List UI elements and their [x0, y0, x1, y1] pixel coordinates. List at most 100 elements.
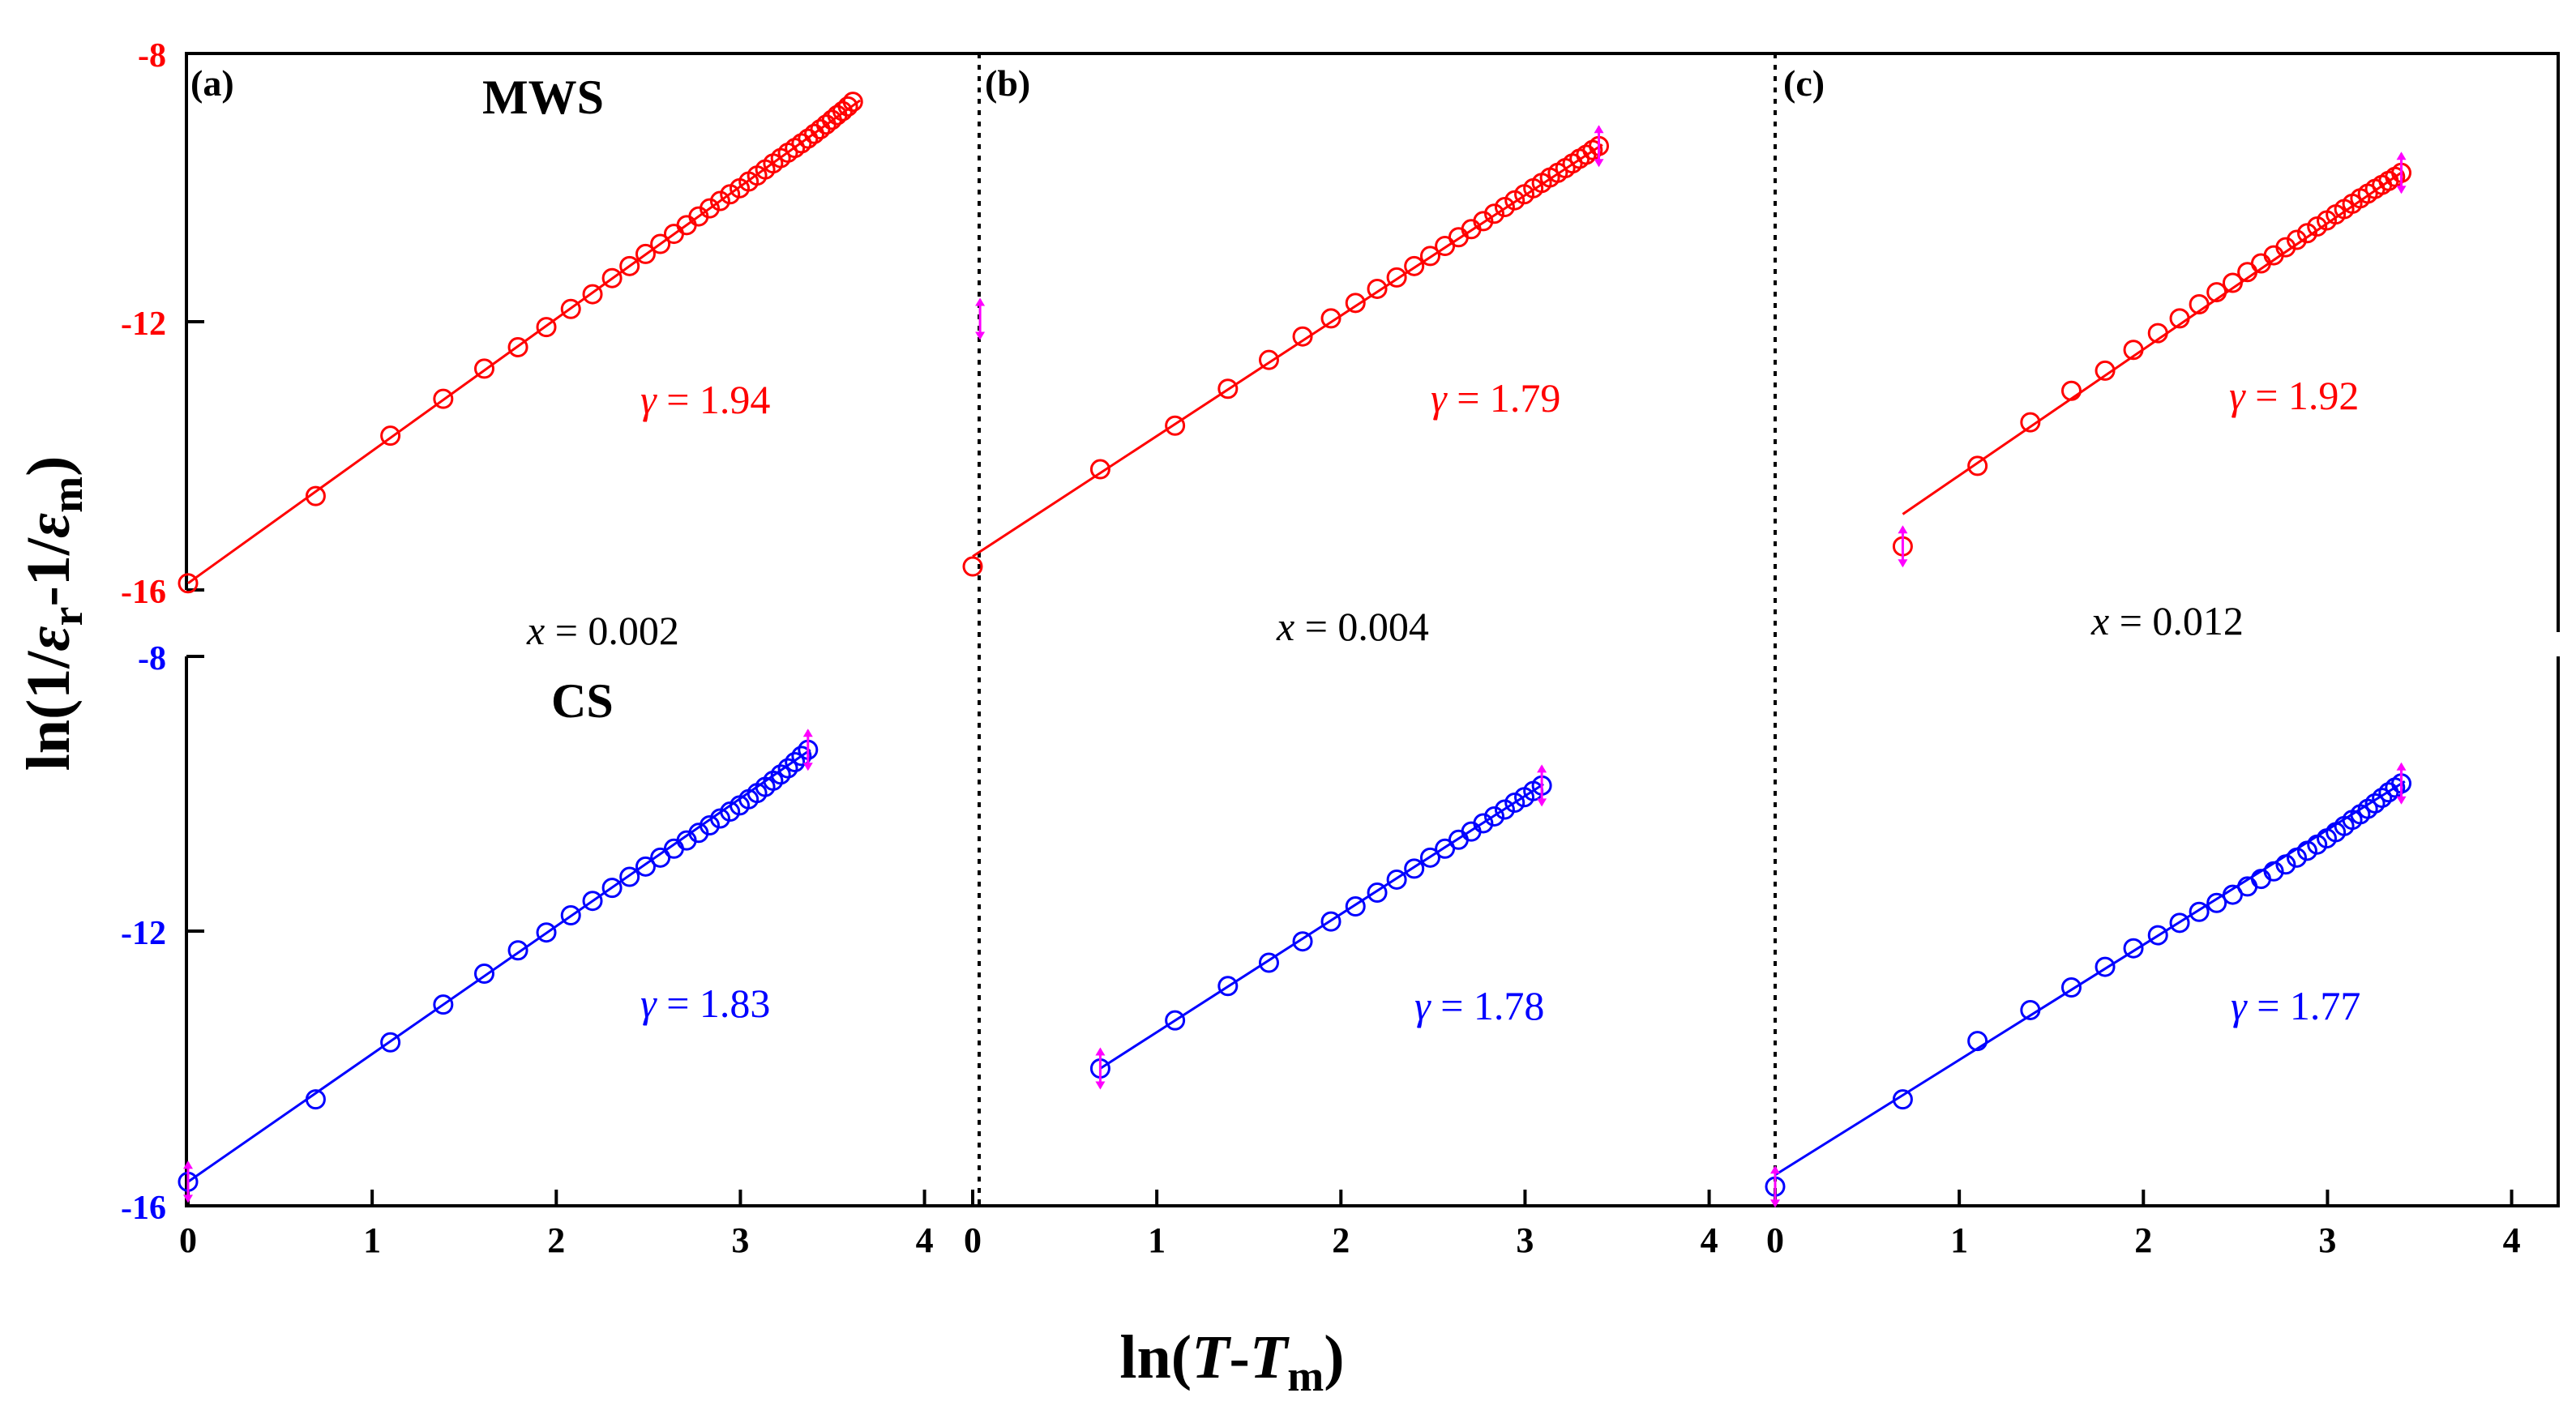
composition-value: = 0.012 [2109, 598, 2244, 643]
data-point [2275, 237, 2296, 258]
data-point [2020, 999, 2041, 1020]
data-point [473, 358, 494, 379]
data-point [1386, 869, 1407, 890]
data-point [507, 336, 528, 357]
data-point [1473, 211, 1494, 232]
gamma-symbol: γ [2229, 373, 2246, 418]
plot-layer: -8-12-16-8-12-160 1 2 3 4 0 1 2 3 4 0 1 2 3 4(a)x = 0.… [121, 37, 2570, 1260]
data-point [2222, 272, 2243, 293]
x-tick-label: 1 [1950, 1220, 1968, 1260]
gamma-label: γ = 1.83 [640, 981, 770, 1026]
data-point [709, 808, 730, 829]
data-point [1165, 415, 1186, 436]
data-point [2296, 840, 2317, 861]
data-point [1473, 813, 1494, 834]
fit-line [1099, 783, 1544, 1070]
data-point [536, 317, 557, 338]
composition-label: x = 0.004 [1276, 604, 1429, 649]
y-tick-label: -16 [121, 574, 166, 611]
data-point [1386, 267, 1407, 288]
data-point [1292, 931, 1313, 952]
gamma-value: = 1.77 [2247, 983, 2361, 1028]
gamma-label: γ = 1.79 [1431, 375, 1560, 421]
data-point [2123, 938, 2144, 959]
gamma-label: γ = 1.92 [2229, 373, 2359, 418]
composition-label: x = 0.002 [526, 608, 679, 653]
error-bar-cap-bottom [2396, 796, 2407, 805]
error-bar-cap-top [2396, 152, 2407, 160]
data-point [837, 96, 858, 117]
composition-symbol: x [2090, 598, 2109, 643]
error-bar-cap-bottom [1594, 159, 1604, 168]
error-bar [2396, 152, 2407, 194]
data-point [791, 746, 812, 767]
x-tick-label: 2 [1332, 1220, 1350, 1260]
error-bar [2396, 762, 2407, 805]
error-bar-cap-bottom [183, 1194, 193, 1203]
series-CS-panel-1 [178, 739, 819, 1192]
data-point [2189, 901, 2210, 922]
x-tick-label: 2 [2134, 1220, 2152, 1260]
y-tick-label: -12 [121, 915, 166, 952]
data-point [1217, 976, 1239, 997]
data-point [1345, 293, 1366, 314]
data-point [2169, 912, 2190, 934]
gamma-symbol: γ [1431, 375, 1448, 421]
panel-label: (c) [1783, 62, 1825, 104]
composition-value: = 0.004 [1294, 604, 1429, 649]
data-point [1494, 799, 1515, 820]
data-point [2286, 847, 2307, 868]
data-point [560, 298, 581, 319]
data-point [842, 92, 863, 113]
composition-symbol: x [526, 608, 545, 653]
data-point [785, 752, 806, 773]
x-tick-label: 4 [916, 1220, 934, 1260]
data-point [2147, 925, 2168, 946]
x-tick-label: 1 [1148, 1220, 1166, 1260]
data-point [1345, 895, 1366, 917]
gamma-symbol: γ [640, 377, 657, 422]
error-bar-cap-bottom [1095, 1081, 1106, 1090]
data-point [1967, 1031, 1988, 1052]
gamma-value: = 1.94 [657, 377, 771, 422]
gamma-symbol: γ [640, 981, 657, 1026]
error-bar-cap-top [1898, 525, 1908, 534]
data-point [582, 284, 603, 305]
x-tick-label: 0 [964, 1220, 982, 1260]
data-point [2275, 854, 2296, 875]
gamma-value: = 1.92 [2245, 373, 2360, 418]
data-point [635, 856, 656, 877]
panel-label: (a) [190, 62, 234, 104]
x-tick-label: 3 [2318, 1220, 2336, 1260]
panel-label: (b) [985, 62, 1030, 104]
data-point [2095, 360, 2116, 381]
fit-line [1902, 170, 2404, 515]
data-point [1419, 246, 1440, 267]
data-point [2060, 380, 2082, 401]
series-MWS-panel-1 [178, 92, 863, 594]
data-point [2263, 861, 2284, 882]
x-tick-label: 0 [1766, 1220, 1784, 1260]
data-point [2020, 412, 2041, 433]
data-point [1504, 793, 1525, 814]
x-tick-label: 1 [363, 1220, 381, 1260]
data-point [1404, 255, 1425, 276]
data-point [2206, 282, 2227, 303]
data-point [507, 940, 528, 961]
data-point [2147, 323, 2168, 344]
x-tick-label: 0 [179, 1220, 197, 1260]
row-label-cs: CS [551, 674, 614, 728]
data-point [178, 573, 199, 594]
error-bar [1770, 1165, 1780, 1208]
error-bar-cap-top [1095, 1047, 1106, 1056]
data-point [2123, 340, 2144, 361]
data-point [1483, 203, 1504, 224]
data-point [1419, 847, 1440, 868]
row-gap-left [162, 590, 211, 656]
data-point [601, 878, 623, 899]
data-point [1404, 858, 1425, 879]
gamma-label: γ = 1.77 [2231, 983, 2360, 1028]
data-point [1165, 1010, 1186, 1031]
